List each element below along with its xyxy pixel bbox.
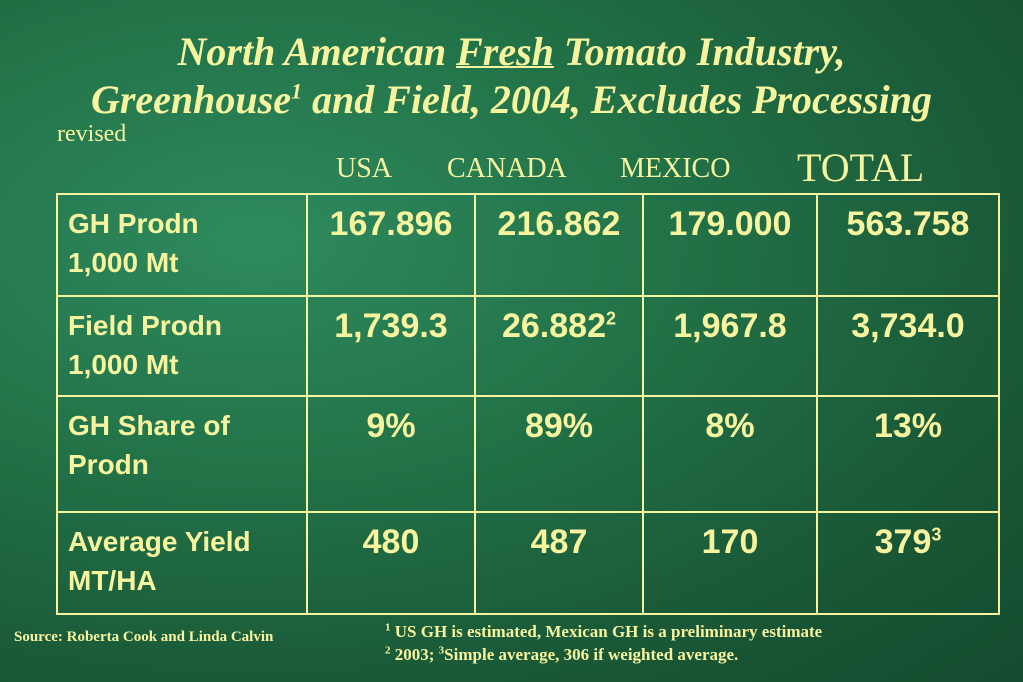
cell-usa: 167.896 [306, 193, 476, 297]
cell-value: 89% [524, 407, 594, 445]
footnotes: 1 US GH is estimated, Mexican GH is a pr… [385, 620, 822, 666]
cell-value: 563.758 [846, 205, 970, 243]
title-line-2: Greenhouse1 and Field, 2004, Excludes Pr… [0, 76, 1023, 124]
cell-total: 13% [816, 395, 1000, 513]
cell-mexico: 8% [642, 395, 818, 513]
title-text: Tomato Industry, [553, 29, 846, 74]
cell-total: 3793 [816, 511, 1000, 615]
cell-canada: 487 [474, 511, 644, 615]
row-label-line: Average Yield [68, 526, 251, 557]
row-label: GH Prodn 1,000 Mt [56, 193, 308, 297]
slide-title: North American Fresh Tomato Industry, Gr… [0, 28, 1023, 124]
cell-value: 379 [874, 523, 932, 561]
column-header-total: TOTAL [797, 145, 925, 190]
row-label: GH Share of Prodn [56, 395, 308, 513]
cell-usa: 1,739.3 [306, 295, 476, 397]
table-row: Field Prodn 1,000 Mt 1,739.3 26.8822 1,96… [56, 295, 1000, 397]
title-text: and Field, 2004, Excludes Processing [302, 77, 933, 122]
row-label-line: GH Share of [68, 410, 230, 441]
cell-total: 563.758 [816, 193, 1000, 297]
table-row: GH Prodn 1,000 Mt 167.896 216.862 179.000… [56, 193, 1000, 297]
cell-mexico: 170 [642, 511, 818, 615]
footnote-marker: 2 [605, 308, 616, 329]
cell-canada: 216.862 [474, 193, 644, 297]
cell-value: 13% [873, 407, 943, 445]
footnote-marker: 1 [385, 621, 391, 634]
cell-value: 216.862 [497, 205, 621, 243]
row-label: Average Yield MT/HA [56, 511, 308, 615]
title-text: Greenhouse [90, 77, 291, 122]
footnote-marker: 3 [438, 644, 445, 657]
production-table: GH Prodn 1,000 Mt 167.896 216.862 179.000… [56, 193, 1000, 615]
footnote-marker: 2 [385, 644, 391, 657]
cell-value: 3,734.0 [851, 307, 965, 345]
column-header-canada: CANADA [447, 153, 567, 184]
row-label-line: Field Prodn [68, 310, 222, 341]
title-line-1: North American Fresh Tomato Industry, [0, 28, 1023, 76]
row-label-line: GH Prodn [68, 208, 199, 239]
table-row: GH Share of Prodn 9% 89% 8% 13% [56, 395, 1000, 513]
cell-value: 26.882 [501, 307, 606, 345]
row-label-line: Prodn [68, 449, 149, 480]
table-row: Average Yield MT/HA 480 487 170 3793 [56, 511, 1000, 615]
title-text: North American [177, 29, 457, 74]
column-header-usa: USA [336, 153, 393, 184]
footnote-text: US GH is estimated, Mexican GH is a prel… [390, 622, 823, 641]
cell-canada: 26.8822 [474, 295, 644, 397]
footnote-text: 2003; [390, 645, 439, 664]
revised-label: revised [57, 121, 127, 147]
cell-mexico: 1,967.8 [642, 295, 818, 397]
column-header-mexico: MEXICO [620, 153, 731, 184]
footnote-marker: 3 [931, 524, 942, 545]
footnote-line-1: 1 US GH is estimated, Mexican GH is a pr… [385, 620, 822, 643]
cell-canada: 89% [474, 395, 644, 513]
row-label-line: 1,000 Mt [68, 247, 179, 278]
cell-mexico: 179.000 [642, 193, 818, 297]
cell-usa: 9% [306, 395, 476, 513]
footnote-marker: 1 [291, 78, 302, 104]
source-citation: Source: Roberta Cook and Linda Calvin [14, 629, 274, 645]
footnote-text: Simple average, 306 if weighted average. [444, 645, 739, 664]
cell-total: 3,734.0 [816, 295, 1000, 397]
cell-value: 487 [530, 523, 588, 561]
row-label: Field Prodn 1,000 Mt [56, 295, 308, 397]
title-emphasis: Fresh [456, 29, 554, 74]
cell-usa: 480 [306, 511, 476, 615]
row-label-line: 1,000 Mt [68, 349, 179, 380]
row-label-line: MT/HA [68, 565, 157, 596]
footnote-line-2: 2 2003; 3Simple average, 306 if weighted… [385, 643, 822, 666]
